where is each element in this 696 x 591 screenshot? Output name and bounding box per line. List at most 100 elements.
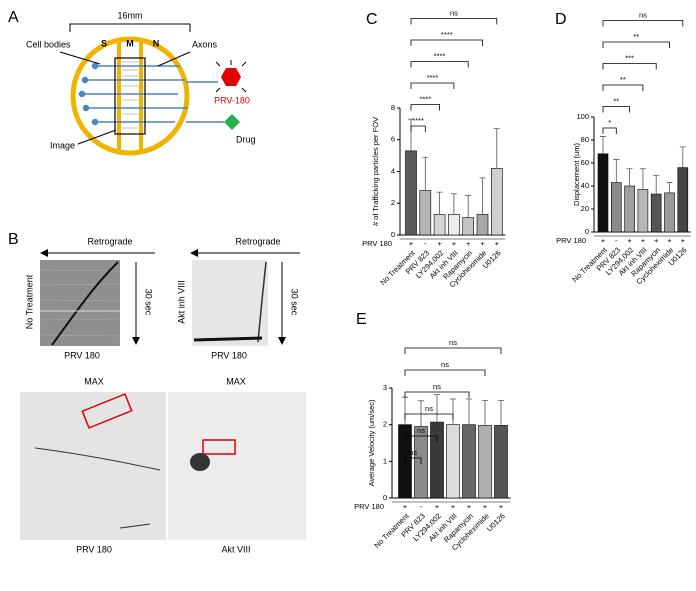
error-bar <box>422 156 429 191</box>
significance-label: * <box>608 118 611 127</box>
significance-label: ns <box>450 8 458 17</box>
significance-bracket <box>404 435 438 442</box>
sign: + <box>467 502 472 511</box>
significance-bracket <box>602 20 684 27</box>
y-tick-label: 80 <box>581 135 589 144</box>
sign: - <box>424 239 427 248</box>
significance-bracket <box>404 457 422 464</box>
error-bar <box>639 168 646 190</box>
sign: + <box>499 502 504 511</box>
y-tick-label: 100 <box>576 112 589 121</box>
significance-bracket <box>602 63 657 70</box>
chamber-diagram: 16mm Cell bodies Axons S M N Image PRV-1… <box>26 10 256 156</box>
kymo-caption: PRV 180 <box>211 350 247 360</box>
significance-bracket <box>410 82 455 89</box>
bar <box>448 214 460 236</box>
significance-bracket <box>404 413 454 420</box>
kymographs: Retrograde 30 sec No Treatment PRV 180 R… <box>24 236 300 360</box>
significance-label: ns <box>441 360 449 369</box>
sign: + <box>437 239 442 248</box>
bar <box>446 424 460 499</box>
virus-label: PRV-180 <box>214 95 250 105</box>
bar <box>664 192 675 233</box>
significance-label: ns <box>425 404 433 413</box>
bar <box>677 167 689 233</box>
direction-label: Retrograde <box>235 236 280 246</box>
sign: + <box>495 239 500 248</box>
sign: + <box>667 236 672 245</box>
projection-label: MAX <box>84 376 104 386</box>
panel-label: E <box>356 311 367 328</box>
y-tick-label: 3 <box>383 383 387 392</box>
bar <box>610 182 622 233</box>
significance-bracket <box>410 125 426 132</box>
sign: - <box>420 502 423 511</box>
y-axis-label: Displacement (um) <box>572 143 581 206</box>
sign: - <box>615 236 618 245</box>
error-bar <box>479 177 486 215</box>
image-label: Image <box>50 140 75 150</box>
x-tick-label: U0126 <box>485 511 507 533</box>
sign: + <box>435 502 440 511</box>
significance-label: ** <box>633 32 639 41</box>
error-bar <box>600 136 606 154</box>
error-bar <box>402 396 408 425</box>
y-tick-label: 0 <box>391 230 395 239</box>
significance-bracket <box>410 39 483 46</box>
bar <box>478 425 492 499</box>
y-tick-label: 6 <box>391 135 395 144</box>
max-projections: MAX PRV 180 MAX Akt VIII <box>20 376 306 554</box>
bar <box>476 214 489 236</box>
kymo-caption: PRV 180 <box>64 350 100 360</box>
projection-label: MAX <box>226 376 246 386</box>
y-tick-label: 1 <box>383 456 387 465</box>
significance-label: ** <box>620 75 626 84</box>
error-bar <box>613 159 620 183</box>
significance-label: ns <box>417 426 425 435</box>
significance-label: **** <box>419 94 431 103</box>
bar <box>650 193 662 233</box>
y-tick-label: 2 <box>383 420 387 429</box>
sign: + <box>409 239 414 248</box>
panel-label: D <box>555 11 567 28</box>
bar <box>430 421 444 499</box>
panel-label: A <box>8 9 19 26</box>
y-axis-label: # of Trafficking particles per FOV <box>371 117 380 226</box>
sign: + <box>466 239 471 248</box>
y-tick-label: 0 <box>585 227 589 236</box>
group-label: PRV 180 <box>362 239 392 248</box>
bar <box>624 185 635 233</box>
error-bar <box>466 398 472 425</box>
significance-bracket <box>404 369 486 376</box>
sign: + <box>627 236 632 245</box>
sign: + <box>483 502 488 511</box>
error-bar <box>482 400 488 426</box>
significance-label: **** <box>434 51 446 60</box>
sign: + <box>601 236 606 245</box>
error-bar <box>679 146 686 168</box>
y-tick-label: 0 <box>383 493 387 502</box>
condition-label: No Treatment <box>24 274 34 329</box>
significance-bracket <box>410 61 469 68</box>
bar <box>490 168 503 236</box>
significance-label: *** <box>625 53 634 62</box>
significance-label: ** <box>613 96 619 105</box>
error-bar <box>408 118 414 151</box>
significance-label: **** <box>412 116 424 125</box>
image-caption: Akt VIII <box>221 544 250 554</box>
y-tick-label: 4 <box>391 166 395 175</box>
panel-label: C <box>366 11 378 28</box>
y-axis-label: Average Velocity (um/sec) <box>367 399 376 486</box>
significance-bracket <box>404 391 470 398</box>
y-tick-label: 40 <box>581 181 589 190</box>
sign: + <box>480 239 485 248</box>
bar <box>494 425 508 499</box>
compartment-label: N <box>153 38 160 48</box>
sign: + <box>654 236 659 245</box>
compartment-label: S <box>101 38 107 48</box>
significance-bracket <box>404 347 502 354</box>
significance-label: ns <box>639 10 647 19</box>
significance-label: **** <box>441 30 453 39</box>
y-tick-label: 2 <box>391 198 395 207</box>
